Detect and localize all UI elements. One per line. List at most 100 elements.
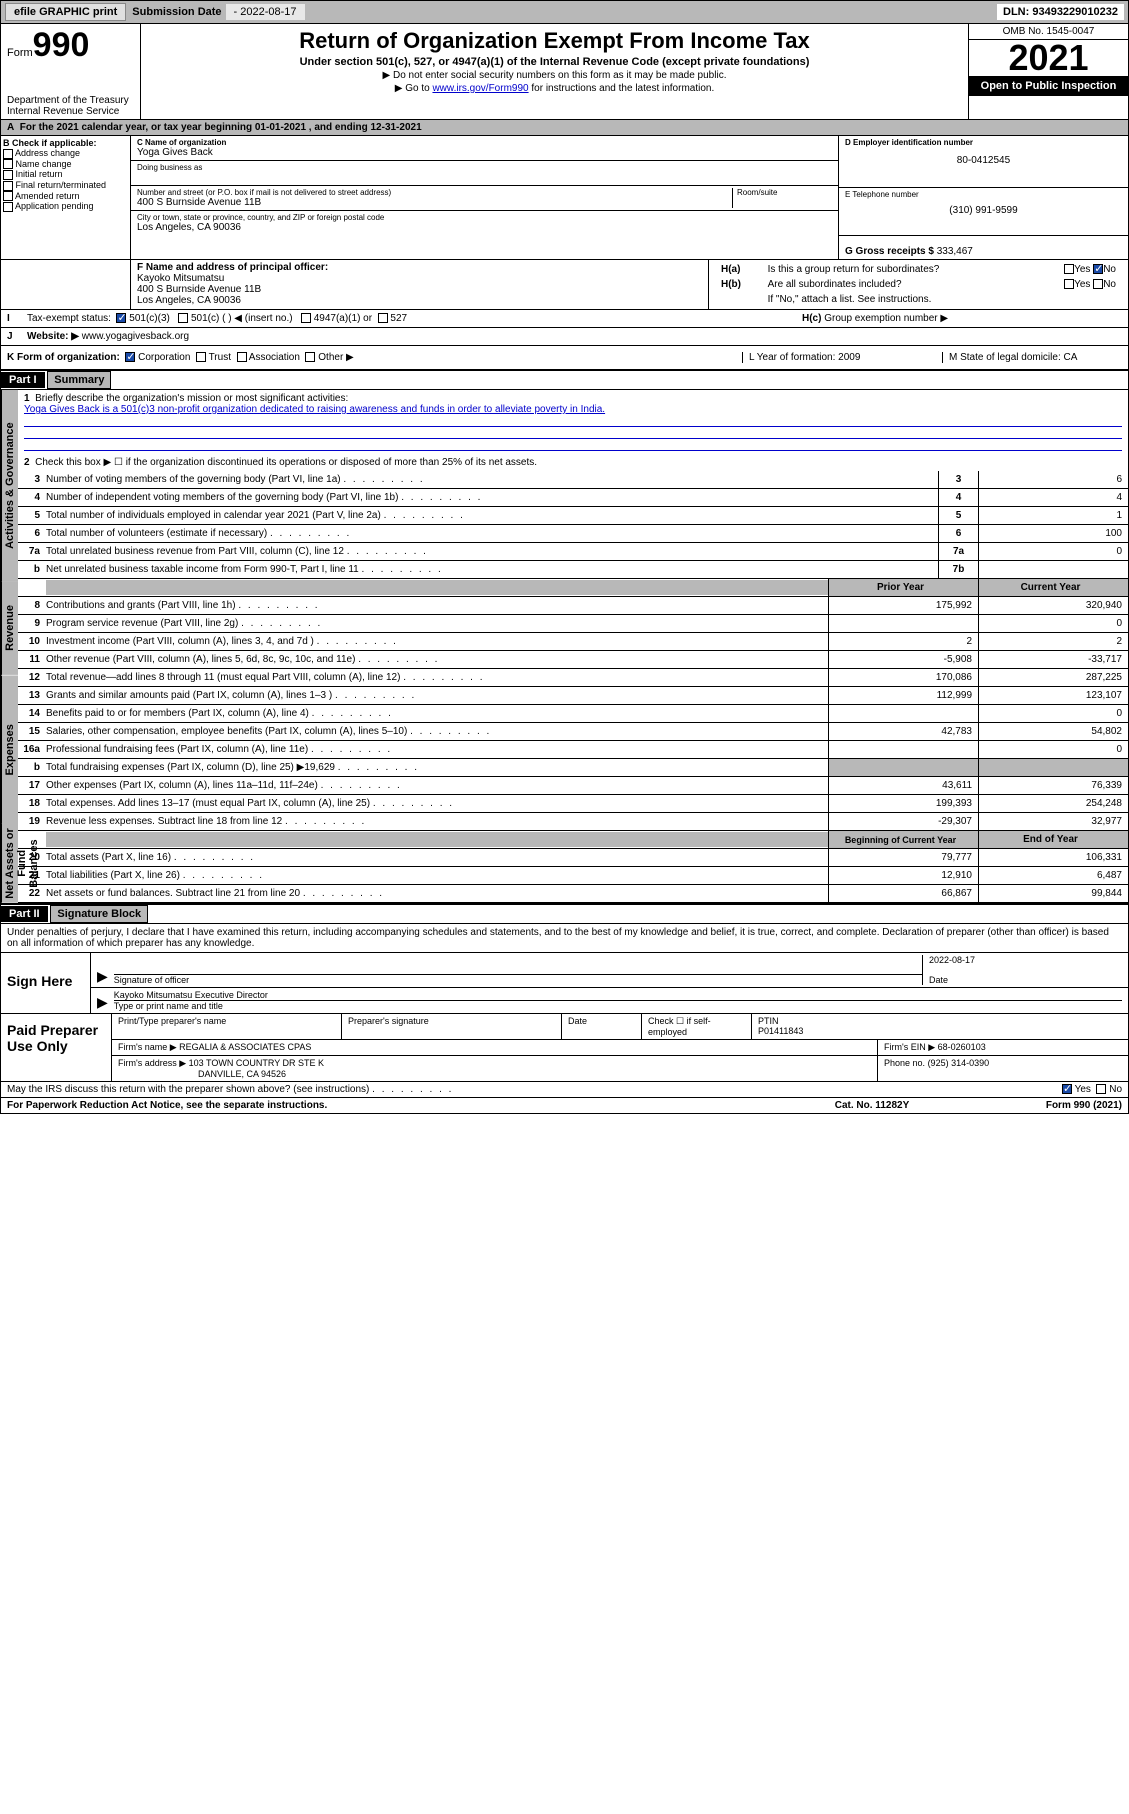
cb-501c[interactable] <box>178 313 188 323</box>
summary-line: 9Program service revenue (Part VIII, lin… <box>18 615 1128 633</box>
firm-ein: 68-0260103 <box>938 1042 986 1052</box>
summary-line: 8Contributions and grants (Part VIII, li… <box>18 597 1128 615</box>
summary-line: 7aTotal unrelated business revenue from … <box>18 543 1128 561</box>
col-b: B Check if applicable: Address change Na… <box>1 136 131 259</box>
summary-line: 12Total revenue—add lines 8 through 11 (… <box>18 669 1128 687</box>
summary-line: bNet unrelated business taxable income f… <box>18 561 1128 579</box>
d-label: D Employer identification number <box>845 138 1122 147</box>
summary-line: 13Grants and similar amounts paid (Part … <box>18 687 1128 705</box>
officer-name: Kayoko Mitsumatsu <box>137 273 702 284</box>
cb-assoc[interactable] <box>237 352 247 362</box>
city-label: City or town, state or province, country… <box>137 213 832 222</box>
instr-ssn: Do not enter social security numbers on … <box>145 70 964 81</box>
ptin: P01411843 <box>758 1026 803 1036</box>
dept-label: Department of the Treasury Internal Reve… <box>7 95 134 117</box>
form-subtitle: Under section 501(c), 527, or 4947(a)(1)… <box>145 56 964 68</box>
open-public-badge: Open to Public Inspection <box>969 76 1128 96</box>
cb-discuss-yes[interactable] <box>1062 1084 1072 1094</box>
cb-b-item[interactable] <box>3 202 13 212</box>
row-k: K Form of organization: Corporation Trus… <box>1 346 1128 371</box>
mission-text: Yoga Gives Back is a 501(c)3 non-profit … <box>24 404 605 415</box>
section-b-g: B Check if applicable: Address change Na… <box>1 136 1128 260</box>
firm-name: REGALIA & ASSOCIATES CPAS <box>179 1042 311 1052</box>
summary-line: 20Total assets (Part X, line 16) 79,7771… <box>18 849 1128 867</box>
summary-line: 14Benefits paid to or for members (Part … <box>18 705 1128 723</box>
g-label: G Gross receipts $ <box>845 246 934 257</box>
cb-b-item[interactable] <box>3 149 13 159</box>
tax-year: 2021 <box>969 40 1128 76</box>
cb-discuss-no[interactable] <box>1096 1084 1106 1094</box>
ein: 80-0412545 <box>845 155 1122 166</box>
gross-receipts: 333,467 <box>937 246 973 257</box>
vlabel-governance: Activities & Governance <box>1 390 18 582</box>
section-f-h: F Name and address of principal officer:… <box>1 260 1128 310</box>
c-name-label: C Name of organization <box>137 138 832 147</box>
efile-print-button[interactable]: efile GRAPHIC print <box>5 3 126 21</box>
summary-line: 3Number of voting members of the governi… <box>18 471 1128 489</box>
instr-link: Go to www.irs.gov/Form990 for instructio… <box>145 83 964 94</box>
cb-b-item[interactable] <box>3 191 13 201</box>
cb-trust[interactable] <box>196 352 206 362</box>
cb-b-item[interactable] <box>3 181 13 191</box>
vlabel-net: Net Assets or Fund Balances <box>1 824 18 903</box>
summary-line: bTotal fundraising expenses (Part IX, co… <box>18 759 1128 777</box>
line-1: 1 Briefly describe the organization's mi… <box>18 390 1128 454</box>
cb-corp[interactable] <box>125 352 135 362</box>
line-a: A For the 2021 calendar year, or tax yea… <box>1 120 1128 136</box>
part-ii-header: Part II Signature Block <box>1 905 1128 924</box>
row-i: I Tax-exempt status: 501(c)(3) 501(c) ( … <box>1 310 1128 328</box>
summary-line: 6Total number of volunteers (estimate if… <box>18 525 1128 543</box>
cb-4947[interactable] <box>301 313 311 323</box>
rev-col-headers: Prior Year Current Year <box>18 579 1128 597</box>
e-label: E Telephone number <box>845 190 1122 199</box>
sign-here-label: Sign Here <box>1 953 91 1013</box>
cb-b-item[interactable] <box>3 170 13 180</box>
cb-b-item[interactable] <box>3 159 13 169</box>
sig-date: 2022-08-17 <box>929 955 1122 975</box>
year-formation: L Year of formation: 2009 <box>742 352 942 363</box>
summary-line: 19Revenue less expenses. Subtract line 1… <box>18 813 1128 831</box>
firm-phone: (925) 314-0390 <box>928 1058 990 1068</box>
form-footer: Form 990 (2021) <box>972 1100 1122 1111</box>
cb-other[interactable] <box>305 352 315 362</box>
vlabel-revenue: Revenue <box>1 582 18 675</box>
vlabel-expenses: Expenses <box>1 675 18 824</box>
state-domicile: M State of legal domicile: CA <box>942 352 1122 363</box>
net-col-headers: Beginning of Current Year End of Year <box>18 831 1128 849</box>
org-city: Los Angeles, CA 90036 <box>137 222 832 233</box>
room-label: Room/suite <box>737 188 832 197</box>
part-i-body: Activities & Governance Revenue Expenses… <box>1 390 1128 905</box>
top-toolbar: efile GRAPHIC print Submission Date - 20… <box>1 1 1128 24</box>
officer-addr1: 400 S Burnside Avenue 11B <box>137 284 702 295</box>
cat-no: Cat. No. 11282Y <box>772 1100 972 1111</box>
paid-preparer-label: Paid Preparer Use Only <box>1 1014 111 1081</box>
summary-line: 15Salaries, other compensation, employee… <box>18 723 1128 741</box>
sign-here-section: Sign Here ▶ Signature of officer 2022-08… <box>1 953 1128 1014</box>
footer: For Paperwork Reduction Act Notice, see … <box>1 1098 1128 1113</box>
sig-arrow-icon: ▶ <box>97 968 108 985</box>
summary-line: 11Other revenue (Part VIII, column (A), … <box>18 651 1128 669</box>
form-header: Form990 Department of the Treasury Inter… <box>1 24 1128 120</box>
sig-arrow-icon: ▶ <box>97 994 108 1011</box>
firm-addr: 103 TOWN COUNTRY DR STE K <box>189 1058 324 1068</box>
dba-label: Doing business as <box>137 163 832 172</box>
addr-label: Number and street (or P.O. box if mail i… <box>137 188 732 197</box>
cb-527[interactable] <box>378 313 388 323</box>
dln: DLN: 93493229010232 <box>997 4 1124 20</box>
org-street: 400 S Burnside Avenue 11B <box>137 197 732 208</box>
org-name: Yoga Gives Back <box>137 147 832 158</box>
submission-date-label: Submission Date <box>132 6 221 18</box>
perjury-declaration: Under penalties of perjury, I declare th… <box>1 924 1128 953</box>
paid-preparer-section: Paid Preparer Use Only Print/Type prepar… <box>1 1014 1128 1082</box>
summary-line: 5Total number of individuals employed in… <box>18 507 1128 525</box>
form-title: Return of Organization Exempt From Incom… <box>145 28 964 54</box>
irs-link[interactable]: www.irs.gov/Form990 <box>432 83 528 94</box>
submission-date: - 2022-08-17 <box>226 4 305 20</box>
cb-501c3[interactable] <box>116 313 126 323</box>
line-2: 2 Check this box ▶ ☐ if the organization… <box>18 454 1128 471</box>
summary-line: 4Number of independent voting members of… <box>18 489 1128 507</box>
summary-line: 18Total expenses. Add lines 13–17 (must … <box>18 795 1128 813</box>
summary-line: 22Net assets or fund balances. Subtract … <box>18 885 1128 903</box>
summary-line: 21Total liabilities (Part X, line 26) 12… <box>18 867 1128 885</box>
summary-line: 16aProfessional fundraising fees (Part I… <box>18 741 1128 759</box>
